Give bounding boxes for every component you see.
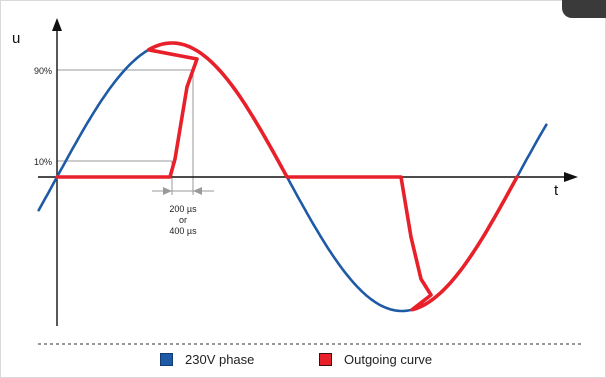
delay-arrow-right xyxy=(193,187,202,195)
delay-arrow-left xyxy=(163,187,172,195)
delay-label-line3: 400 µs xyxy=(169,226,197,236)
y-axis-label: u xyxy=(12,30,20,47)
outgoing-swatch xyxy=(319,353,332,366)
x-axis-arrow xyxy=(564,172,578,182)
legend-item-outgoing: Outgoing curve xyxy=(319,352,432,367)
phase-swatch xyxy=(160,353,173,366)
legend-item-phase: 230V phase xyxy=(160,352,254,367)
level-90-label: 90% xyxy=(34,66,52,76)
x-axis-label: t xyxy=(554,182,559,199)
delay-label: 200 µs or 400 µs xyxy=(169,204,197,236)
delay-arrows xyxy=(163,187,202,195)
legend: 230V phase Outgoing curve xyxy=(0,352,606,374)
delay-label-line2: or xyxy=(179,215,187,225)
level-10-label: 10% xyxy=(34,157,52,167)
y-axis-arrow xyxy=(52,18,62,31)
delay-label-line1: 200 µs xyxy=(169,204,197,214)
axes xyxy=(38,18,578,326)
corner-tab xyxy=(562,0,606,18)
legend-phase-label: 230V phase xyxy=(185,352,255,367)
legend-outgoing-label: Outgoing curve xyxy=(344,352,433,367)
outgoing-curve xyxy=(55,41,519,312)
